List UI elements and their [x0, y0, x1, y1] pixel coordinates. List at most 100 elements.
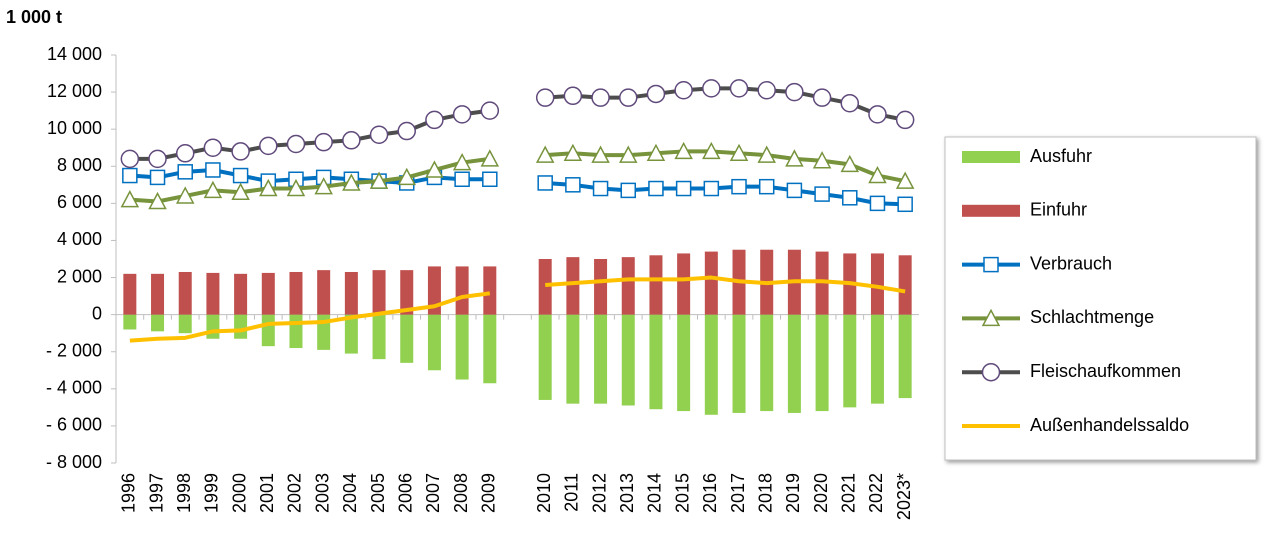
bar [621, 257, 635, 315]
marker [342, 131, 361, 150]
bar [344, 314, 358, 354]
x-tick-label: 2016 [700, 473, 720, 513]
x-tick-label: 2000 [229, 473, 249, 513]
bar [178, 271, 192, 315]
bar [732, 314, 746, 413]
marker [785, 149, 804, 167]
bar [649, 255, 663, 315]
x-tick-label: 2023* [894, 473, 914, 520]
x-tick-label: 2005 [368, 473, 388, 513]
marker [232, 167, 249, 184]
marker [149, 169, 166, 186]
bar [870, 253, 884, 315]
marker [674, 80, 693, 100]
marker [619, 88, 638, 107]
marker [646, 143, 666, 162]
marker [369, 125, 389, 144]
bar [151, 314, 165, 332]
marker [842, 190, 858, 206]
bar [787, 314, 801, 413]
bar [427, 314, 441, 371]
marker [592, 180, 609, 197]
legend-label: Einfuhr [1030, 200, 1087, 220]
bar [538, 259, 552, 315]
marker [342, 173, 361, 191]
x-tick-label: 2009 [479, 473, 499, 513]
marker [868, 105, 887, 124]
y-tick-label: 6 000 [57, 192, 102, 212]
legend-marker [983, 256, 999, 273]
bar [649, 314, 663, 410]
y-tick-label: 0 [92, 303, 102, 323]
x-tick-label: 2011 [562, 473, 582, 512]
marker [869, 195, 886, 212]
bar [234, 273, 248, 315]
marker [814, 186, 830, 202]
legend-swatch [962, 151, 1020, 163]
x-tick-label: 2021 [839, 473, 859, 513]
marker [535, 88, 555, 107]
marker [786, 182, 803, 199]
marker [591, 88, 610, 107]
bar [289, 314, 303, 349]
bar [677, 314, 691, 412]
marker [840, 154, 860, 173]
marker [729, 79, 749, 98]
marker [425, 160, 444, 178]
marker [397, 121, 416, 141]
bar [372, 270, 386, 315]
marker [729, 143, 749, 162]
marker [259, 178, 278, 197]
bar [483, 266, 497, 315]
bar [261, 272, 275, 315]
bar [178, 314, 192, 334]
bar [372, 314, 386, 360]
bar [344, 271, 358, 315]
legend-swatch [962, 204, 1020, 217]
legend-box [944, 136, 1257, 461]
marker [259, 136, 278, 156]
x-tick-label: 1998 [174, 473, 194, 513]
bar [234, 314, 248, 339]
bar [206, 314, 220, 339]
x-tick-label: 2012 [589, 473, 609, 513]
legend-label: Außenhandelssaldo [1030, 415, 1189, 435]
marker [175, 144, 195, 163]
x-tick-label: 2015 [672, 473, 692, 513]
marker [203, 180, 223, 199]
bar [898, 255, 912, 315]
marker [731, 178, 747, 195]
marker [314, 177, 333, 195]
y-tick-label: - 8 000 [46, 452, 102, 472]
marker [895, 110, 915, 130]
bar [538, 314, 552, 400]
marker [619, 145, 638, 163]
marker [675, 180, 692, 197]
legend-label: Verbrauch [1030, 253, 1112, 273]
bar [123, 273, 137, 315]
x-tick-label: 2014 [645, 473, 665, 513]
marker [812, 88, 832, 107]
marker [314, 132, 333, 152]
bar [206, 272, 220, 315]
marker [757, 80, 776, 100]
bar [455, 266, 469, 315]
x-tick-label: 2003 [312, 473, 332, 513]
bar [594, 314, 608, 404]
bar [621, 314, 635, 406]
legend-marker [981, 362, 1001, 382]
bar [760, 314, 774, 412]
marker [454, 171, 470, 188]
bar [594, 259, 608, 315]
x-tick-label: 2004 [340, 473, 360, 513]
marker [868, 165, 887, 184]
marker [758, 178, 775, 195]
marker [205, 162, 221, 178]
marker [148, 191, 167, 210]
marker [591, 145, 610, 163]
x-tick-label: 2010 [534, 473, 554, 513]
bar [455, 314, 469, 380]
x-tick-label: 1997 [146, 473, 166, 513]
bar [400, 270, 414, 315]
